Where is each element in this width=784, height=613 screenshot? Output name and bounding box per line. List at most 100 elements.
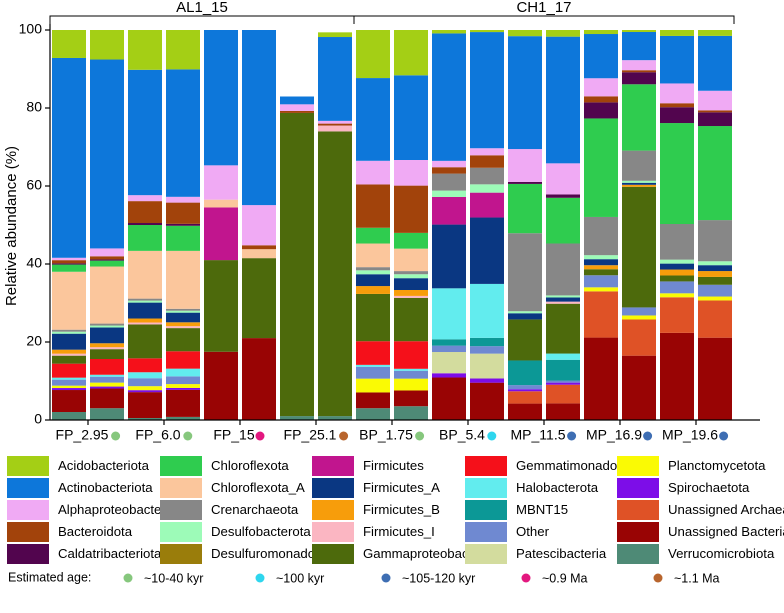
bar-segment-crenarchaeota (508, 233, 542, 312)
bar-segment-acidobacteriota (622, 30, 656, 33)
legend-swatch (617, 544, 659, 564)
bar-segment-gammaproteobacteria (166, 328, 200, 352)
bar-segment-crenarchaeota (470, 167, 504, 185)
bar-segment-verrucomicrobiota (166, 416, 200, 420)
bar-segment-bacteroidota (90, 256, 124, 260)
legend-label: Crenarchaeota (211, 502, 299, 517)
bar-segment-caldatribacteriota (660, 107, 694, 124)
group-brackets: AL1_15 CH1_17 (49, 0, 735, 24)
bar-segment-actinobacteriota (660, 35, 694, 84)
bar-segment-verrucomicrobiota (356, 408, 390, 420)
age-legend-label: ~0.9 Ma (542, 571, 588, 585)
x-tick-label: MP_16.9 (586, 427, 642, 443)
bar-segment-caldatribacteriota (546, 194, 580, 198)
bar-segment-firmicutes-a (90, 327, 124, 344)
bar-segment-alphaproteobacteria (356, 160, 390, 185)
legend-item: Bacteroidota (7, 522, 133, 542)
bar-segment-firmicutes-a (432, 224, 466, 289)
group-bracket-line (353, 15, 735, 24)
age-legend-item: ~0.9 Ma (521, 571, 588, 585)
group-bracket-line (49, 15, 355, 24)
bar-segment-gammaproteobacteria (280, 112, 314, 417)
bar-segment-unassigned-bacteria (90, 388, 124, 409)
bar-segment-crenarchaeota (546, 243, 580, 296)
bar-segment-alphaproteobacteria (242, 205, 276, 246)
bar-18 (698, 30, 732, 420)
bar-segment-chloroflexota (90, 260, 124, 267)
x-tick-label: BP_1.75 (359, 427, 413, 443)
x-tick-label: MP_11.5 (511, 427, 566, 443)
sample-label: FP_15 (213, 420, 265, 443)
legend-label: Spirochaetota (668, 480, 750, 495)
bar-segment-chloroflexota-a (166, 250, 200, 309)
bar-segment-firmicutes-b (90, 343, 124, 348)
bar-segment-acidobacteriota (318, 32, 352, 38)
bar-segment-chloroflexota-a (52, 271, 86, 330)
bar-segment-desulfobacterota (90, 325, 124, 328)
y-axis: Relative abundance (%) 0 20 40 60 80 100 (3, 21, 760, 427)
bar-segment-gammaproteobacteria (204, 260, 238, 352)
bar-segment-unassigned-bacteria (128, 392, 162, 419)
legend-item: MBNT15 (465, 500, 568, 520)
age-dot (183, 431, 193, 441)
legend-label: Actinobacteriota (58, 480, 153, 495)
legend-item: Patescibacteria (465, 544, 607, 564)
bar-segment-other (698, 284, 732, 297)
bar-segment-bacteroidota (356, 184, 390, 228)
bar-segment-unassigned-bacteria (584, 337, 618, 420)
legend-label: Verrucomicrobiota (668, 546, 775, 561)
legend-label: Firmicutes_B (363, 502, 440, 517)
bar-segment-gemmatimonadota (52, 363, 86, 378)
age-dot (415, 431, 425, 441)
bar-segment-caldatribacteriota (698, 112, 732, 127)
legend-item: Desulfobacterota (160, 522, 311, 542)
bar-segment-halobacterota (546, 353, 580, 360)
bar-segment-desulfobacterota (394, 274, 428, 279)
bar-segment-gammaproteobacteria (394, 297, 428, 342)
age-legend-item: ~100 kyr (255, 571, 324, 585)
y-tick-label: 0 (34, 411, 42, 427)
bar-segment-unassigned-bacteria (356, 392, 390, 409)
bar-segment-other (660, 281, 694, 294)
legend-item: Chloroflexota (160, 456, 289, 476)
legend-item: Unassigned Bacteria (617, 522, 784, 542)
bar-3 (128, 30, 162, 420)
bar-segment-firmicutes-a (660, 263, 694, 270)
bar-segment-actinobacteriota (470, 32, 504, 149)
legend-swatch (160, 456, 202, 476)
age-legend-item: ~10-40 kyr (123, 571, 203, 585)
legend-swatch (7, 478, 49, 498)
group-label: CH1_17 (516, 0, 571, 16)
bar-segment-alphaproteobacteria (698, 90, 732, 111)
bar-segment-mbnt15 (546, 359, 580, 381)
bar-segment-desulfobacterota (356, 270, 390, 275)
bar-segment-actinobacteriota (204, 30, 238, 166)
bar-segment-other (508, 385, 542, 390)
bar-segment-alphaproteobacteria (90, 248, 124, 257)
legend-swatch (312, 500, 354, 520)
bar-segment-firmicutes-b (394, 290, 428, 296)
bar-segment-unassigned-bacteria (508, 403, 542, 420)
bar-segment-chloroflexota (166, 225, 200, 251)
bars-layer (52, 30, 732, 420)
bar-segment-firmicutes-a (546, 297, 580, 302)
legend-label: Desulfobacterota (211, 524, 311, 539)
bar-9 (356, 30, 390, 420)
bar-segment-crenarchaeota (584, 216, 618, 256)
bar-segment-planctomycetota (166, 384, 200, 388)
bar-segment-gammaproteobacteria (660, 275, 694, 282)
age-legend-title: Estimated age: (8, 570, 91, 584)
bar-segment-caldatribacteriota (508, 181, 542, 184)
bar-segment-unassigned-archaea (698, 300, 732, 338)
x-tick-label: FP_2.95 (56, 427, 109, 443)
bar-7 (280, 96, 314, 420)
bar-segment-other (584, 275, 618, 288)
age-dot (719, 431, 729, 441)
bar-15 (584, 30, 618, 420)
bar-segment-mbnt15 (432, 339, 466, 346)
bar-segment-firmicutes-a (356, 274, 390, 287)
bar-segment-bacteroidota (52, 260, 86, 264)
bar-segment-firmicutes (432, 196, 466, 225)
y-axis-label: Relative abundance (%) (3, 146, 20, 306)
